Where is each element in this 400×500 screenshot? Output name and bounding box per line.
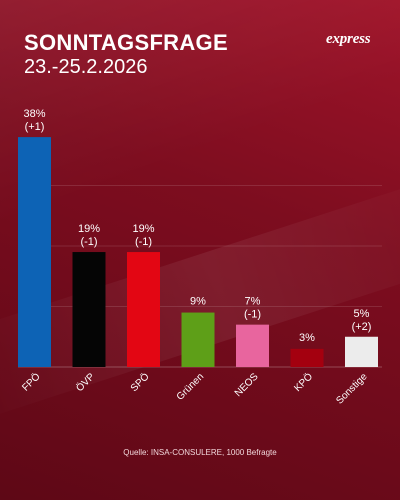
source-note: Quelle: INSA-CONSULERE, 1000 Befragte: [123, 448, 277, 457]
change-label: (-1): [244, 309, 261, 321]
value-label: 19%: [132, 223, 154, 235]
brand-logo: express: [326, 31, 371, 47]
value-label: 38%: [23, 108, 45, 120]
bar-grünen: [181, 312, 215, 367]
change-label: (+2): [352, 321, 372, 333]
category-label: Grünen: [175, 371, 206, 402]
change-label: (-1): [80, 236, 97, 248]
data-labels: 38%(+1)19%(-1)19%(-1)9% 7%(-1)3%5%(+2): [23, 108, 371, 344]
bars: [18, 137, 378, 367]
value-label: 9%: [190, 296, 206, 308]
category-label: FPÖ: [20, 370, 43, 393]
chart-title: SONNTAGSFRAGE: [24, 30, 228, 55]
bar-sonstige: [345, 336, 378, 367]
bar-fpö: [18, 137, 51, 367]
value-label: 5%: [354, 308, 370, 320]
value-label: 19%: [78, 223, 100, 235]
category-label: NEOS: [233, 371, 261, 399]
category-label: KPÖ: [292, 370, 316, 394]
category-label: ÖVP: [74, 370, 98, 394]
bar-övp: [72, 252, 106, 367]
value-label: 7%: [245, 296, 261, 308]
category-labels: FPÖ ÖVP SPÖ Grünen NEOS KPÖ Sonstige: [20, 370, 370, 406]
bar-neos: [236, 324, 269, 367]
value-label: 3%: [299, 332, 315, 344]
bar-spö: [127, 252, 160, 367]
chart-date: 23.-25.2.2026: [24, 56, 148, 78]
change-label: (+1): [25, 121, 45, 133]
bar-kpö: [290, 348, 324, 367]
change-label: (-1): [135, 236, 152, 248]
category-label: Sonstige: [334, 371, 370, 407]
category-label: SPÖ: [128, 370, 152, 394]
